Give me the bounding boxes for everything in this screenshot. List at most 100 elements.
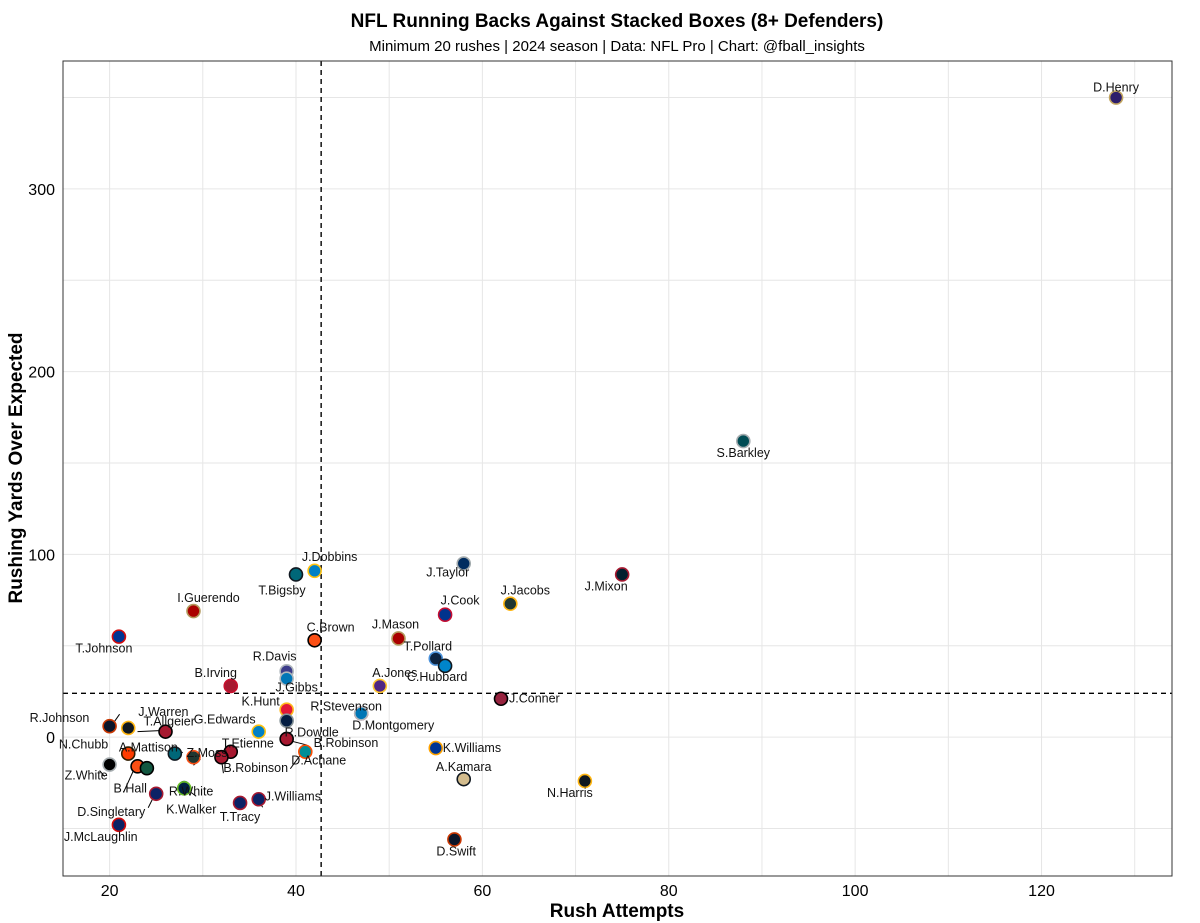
- point-label: R.Dowdle: [285, 726, 339, 740]
- y-tick-label: 200: [28, 365, 55, 382]
- point-label: J.Jacobs: [501, 584, 550, 598]
- label-leader-line: [137, 730, 160, 733]
- data-point: [437, 658, 453, 674]
- data-point: [120, 746, 136, 761]
- data-point: [120, 720, 136, 736]
- point-label: R.Stevenson: [310, 699, 382, 713]
- data-point: [307, 563, 322, 579]
- data-point: [279, 713, 294, 728]
- data-point: [353, 706, 369, 721]
- point-label: B.Robinson: [314, 736, 379, 750]
- chart-title: NFL Running Backs Against Stacked Boxes …: [351, 11, 884, 32]
- data-point: [251, 724, 267, 739]
- point-label: S.Barkley: [717, 446, 771, 460]
- x-tick-label: 60: [473, 883, 491, 900]
- point-label: Z.Moss: [186, 746, 227, 760]
- point-label: R.White: [169, 784, 214, 798]
- point-label: K.Williams: [443, 741, 501, 755]
- point-label: A.Kamara: [436, 760, 492, 774]
- data-point: [298, 744, 313, 760]
- point-label: C.Hubbard: [407, 670, 467, 684]
- point-label: R.Johnson: [30, 711, 90, 725]
- point-label: K.Walker: [166, 802, 216, 816]
- point-label: J.Gibbs: [275, 681, 317, 695]
- point-label: T.Etienne: [222, 737, 274, 751]
- point-label: C.Brown: [307, 620, 355, 634]
- point-label: D.Singletary: [77, 805, 146, 819]
- data-point: [456, 771, 472, 787]
- data-point: [503, 596, 518, 612]
- y-tick-label: 100: [28, 547, 55, 564]
- data-point: [186, 749, 201, 765]
- x-tick-label: 20: [101, 883, 119, 900]
- chart-subtitle: Minimum 20 rushes | 2024 season | Data: …: [369, 38, 865, 55]
- point-label: D.Achane: [291, 754, 346, 768]
- point-label: J.McLaughlin: [64, 830, 138, 844]
- data-point: [111, 817, 127, 833]
- point-label: N.Harris: [547, 786, 593, 800]
- data-point: [447, 832, 462, 847]
- point-label: J.Mason: [372, 617, 419, 631]
- data-point: [176, 780, 192, 796]
- label-leader-line: [99, 770, 105, 777]
- point-label: D.Henry: [1093, 81, 1140, 95]
- data-point: [148, 786, 164, 802]
- point-labels: D.Henry S.Barkley J.Dobbins T.Bigsby J.Taylo…: [30, 81, 1140, 859]
- data-point: [251, 791, 267, 807]
- point-label: J.Cook: [441, 594, 481, 608]
- point-label: J.Conner: [509, 692, 560, 706]
- data-point: [428, 740, 444, 756]
- data-point: [102, 718, 117, 734]
- point-label: T.Johnson: [75, 642, 132, 656]
- data-point: [232, 795, 248, 811]
- data-point: [214, 749, 229, 765]
- data-point: [493, 691, 509, 707]
- point-label: T.Pollard: [403, 640, 452, 654]
- point-label: J.Warren: [138, 705, 188, 719]
- point-label: D.Swift: [436, 844, 476, 858]
- point-label: J.Williams: [265, 789, 321, 803]
- point-label: J.Taylor: [426, 566, 469, 580]
- x-tick-label: 120: [1028, 883, 1055, 900]
- point-label: A.Mattison: [119, 741, 178, 755]
- x-tick-label: 100: [842, 883, 869, 900]
- point-label: J.Mixon: [585, 579, 628, 593]
- point-label: G.Edwards: [194, 713, 256, 727]
- data-point: [614, 567, 630, 582]
- data-point: [307, 632, 322, 648]
- point-label: K.Hunt: [242, 695, 281, 709]
- plot-frame: [62, 60, 1173, 877]
- x-axis-title: Rush Attempts: [550, 901, 684, 922]
- data-point: [372, 678, 388, 694]
- label-leader-line: [123, 770, 135, 793]
- data-point: [167, 746, 183, 761]
- grid-lines: [63, 61, 1172, 876]
- data-point: [577, 773, 593, 789]
- x-tick-label: 80: [660, 883, 678, 900]
- reference-lines: [63, 61, 1172, 876]
- point-label: T.Bigsby: [258, 583, 306, 597]
- data-point: [1108, 90, 1124, 105]
- y-tick-label: 300: [28, 182, 55, 199]
- data-point: [279, 731, 294, 747]
- data-point: [158, 724, 173, 739]
- point-label: A.Jones: [372, 666, 417, 680]
- point-label: N.Chubb: [59, 738, 108, 752]
- point-label: B.Hall: [114, 781, 147, 795]
- data-point: [223, 678, 239, 694]
- x-tick-label: 40: [287, 883, 305, 900]
- y-axis-title: Rushing Yards Over Expected: [6, 332, 27, 603]
- label-leader-line: [289, 753, 302, 770]
- data-point: [391, 631, 406, 646]
- point-label: B.Irving: [195, 666, 237, 680]
- data-point: [111, 629, 127, 644]
- data-point: [102, 757, 117, 772]
- point-label: B.Robinson: [223, 761, 288, 775]
- point-label: R.Davis: [253, 649, 297, 663]
- point-label: I.Guerendo: [177, 591, 240, 605]
- data-point: [437, 607, 453, 622]
- point-label: J.Dobbins: [302, 550, 358, 564]
- data-point: [279, 671, 294, 686]
- data-point: [428, 651, 444, 666]
- data-point: [736, 433, 751, 449]
